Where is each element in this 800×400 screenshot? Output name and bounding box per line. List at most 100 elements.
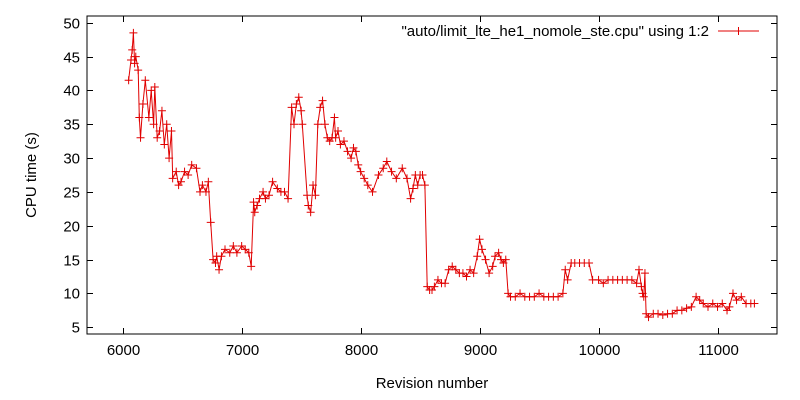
data-point-marker (379, 164, 388, 173)
y-tick-label: 45 (63, 50, 80, 67)
data-point-marker (704, 302, 712, 311)
data-point-marker (466, 265, 475, 274)
y-tick-label: 25 (63, 185, 80, 202)
data-point-marker (725, 302, 734, 311)
y-tick-label: 5 (72, 320, 80, 337)
data-point-marker (360, 174, 369, 183)
data-point-marker (599, 279, 608, 288)
data-point-marker (413, 181, 422, 190)
data-point-marker (147, 86, 156, 95)
data-point-marker (406, 194, 415, 203)
data-point-marker (732, 296, 741, 305)
data-point-marker (330, 113, 339, 122)
data-point-marker (149, 120, 158, 129)
data-point-marker (155, 127, 164, 136)
data-point-marker (250, 208, 259, 217)
data-point-marker (430, 282, 439, 291)
data-point-marker (303, 191, 312, 200)
data-point-marker (718, 299, 727, 308)
data-point-marker (351, 147, 360, 156)
data-point-marker (261, 194, 270, 203)
data-point-marker (313, 120, 322, 129)
data-point-marker (347, 154, 356, 163)
data-point-marker (294, 93, 303, 102)
data-point-marker (167, 127, 176, 136)
data-point-marker (356, 167, 365, 176)
data-point-marker (320, 120, 329, 129)
y-tick-label: 30 (63, 151, 80, 168)
data-point-marker (290, 120, 298, 129)
data-point-marker (129, 28, 138, 37)
data-point-marker (516, 289, 525, 298)
x-axis-label: Revision number (376, 375, 489, 392)
data-point-marker (363, 181, 372, 190)
data-point-marker (124, 76, 133, 85)
data-point-marker (638, 289, 647, 298)
x-tick-label: 9000 (464, 342, 497, 359)
data-point-marker (297, 106, 306, 115)
data-point-marker (433, 275, 442, 284)
data-point-marker (728, 289, 737, 298)
y-tick-label: 15 (63, 253, 80, 270)
data-point-marker (131, 52, 140, 61)
data-point-marker (561, 265, 570, 274)
data-point-marker (201, 187, 210, 196)
data-point-marker (157, 106, 166, 115)
data-point-marker (444, 265, 453, 274)
data-point-marker (138, 99, 147, 108)
data-point-marker (249, 198, 258, 207)
data-point-marker (398, 164, 407, 173)
data-point-marker (491, 252, 500, 261)
data-point-marker (354, 160, 363, 169)
y-tick-label: 10 (63, 286, 80, 303)
data-point-marker (563, 275, 572, 284)
data-point-marker (180, 167, 189, 176)
data-point-marker (130, 59, 139, 68)
data-point-marker (184, 171, 193, 179)
data-point-marker (259, 187, 268, 196)
data-point-marker (635, 265, 643, 274)
data-point-marker (150, 83, 159, 92)
data-point-marker (368, 187, 377, 196)
y-tick-label: 50 (63, 16, 80, 33)
data-point-marker (451, 265, 460, 274)
data-point-marker (318, 96, 327, 105)
data-point-marker (469, 269, 478, 278)
data-point-marker (473, 252, 482, 261)
y-tick-label: 20 (63, 219, 80, 236)
data-point-marker (511, 292, 520, 301)
data-point-marker (162, 120, 171, 129)
data-point-marker (682, 304, 691, 313)
data-point-marker (237, 242, 246, 251)
data-point-marker (268, 177, 277, 186)
data-point-marker (287, 103, 296, 112)
data-point-marker (501, 255, 510, 264)
data-point-marker (198, 181, 207, 190)
data-point-marker (215, 265, 224, 274)
data-point-marker (339, 137, 348, 146)
y-axis-label: CPU time (s) (23, 132, 40, 218)
x-tick-label: 11000 (698, 342, 739, 359)
data-point-marker (168, 174, 177, 183)
data-point-marker (382, 157, 391, 166)
data-point-marker (458, 269, 467, 278)
data-point-marker (475, 235, 484, 244)
data-point-marker (654, 309, 663, 318)
data-point-marker (343, 147, 352, 156)
data-point-marker (585, 258, 594, 267)
data-point-marker (160, 140, 169, 149)
data-point-marker (153, 133, 162, 142)
plot-frame (86, 15, 778, 335)
data-point-marker (144, 113, 153, 122)
data-point-marker (253, 201, 262, 210)
data-point-marker (192, 164, 201, 173)
data-point-marker (232, 248, 241, 257)
y-tick-label: 35 (63, 117, 80, 134)
data-point-marker (241, 245, 250, 254)
data-point-marker (418, 171, 427, 179)
data-point-marker (206, 218, 215, 227)
data-point-marker (692, 292, 701, 301)
data-point-marker (750, 299, 759, 308)
data-point-marker (247, 262, 256, 271)
